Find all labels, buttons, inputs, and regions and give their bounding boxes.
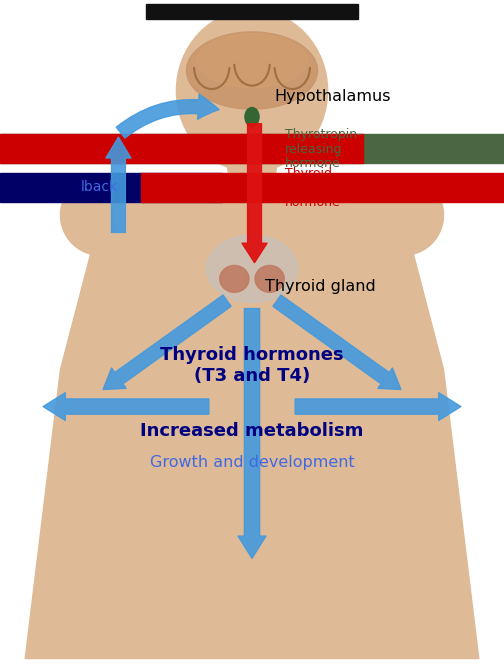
- Bar: [0, 134, 504, 163]
- Text: Thyrotropin-
releasing
hormone: Thyrotropin- releasing hormone: [285, 128, 361, 170]
- Ellipse shape: [197, 34, 307, 87]
- Polygon shape: [246, 117, 258, 129]
- Bar: [0, 173, 222, 202]
- FancyArrowPatch shape: [103, 295, 231, 390]
- FancyArrowPatch shape: [295, 392, 461, 421]
- FancyArrowPatch shape: [43, 392, 209, 421]
- Ellipse shape: [207, 235, 297, 302]
- FancyArrowPatch shape: [238, 308, 266, 558]
- Ellipse shape: [220, 265, 249, 292]
- Ellipse shape: [186, 32, 318, 109]
- Text: Increased metabolism: Increased metabolism: [140, 423, 364, 440]
- Polygon shape: [25, 178, 479, 659]
- Ellipse shape: [363, 175, 444, 255]
- Bar: [146, 4, 358, 19]
- FancyArrowPatch shape: [273, 295, 401, 390]
- Polygon shape: [224, 148, 280, 178]
- Text: Thyroid hormones
(T3 and T4): Thyroid hormones (T3 and T4): [160, 346, 344, 385]
- Bar: [141, 173, 504, 202]
- Text: Hypothalamus: Hypothalamus: [275, 89, 391, 104]
- Ellipse shape: [60, 175, 141, 255]
- Text: itary gland•: itary gland•: [141, 142, 225, 155]
- Text: lback: lback: [81, 181, 118, 194]
- FancyArrowPatch shape: [106, 137, 131, 233]
- Bar: [0, 134, 363, 163]
- Text: Thyroid gland: Thyroid gland: [265, 280, 375, 294]
- Ellipse shape: [176, 10, 328, 171]
- Ellipse shape: [255, 265, 284, 292]
- FancyArrowPatch shape: [116, 94, 219, 138]
- Text: Growth and development: Growth and development: [150, 455, 354, 470]
- Text: Thyroid-
stimulating
hormone: Thyroid- stimulating hormone: [285, 167, 355, 209]
- Ellipse shape: [245, 108, 259, 126]
- FancyArrowPatch shape: [242, 124, 267, 263]
